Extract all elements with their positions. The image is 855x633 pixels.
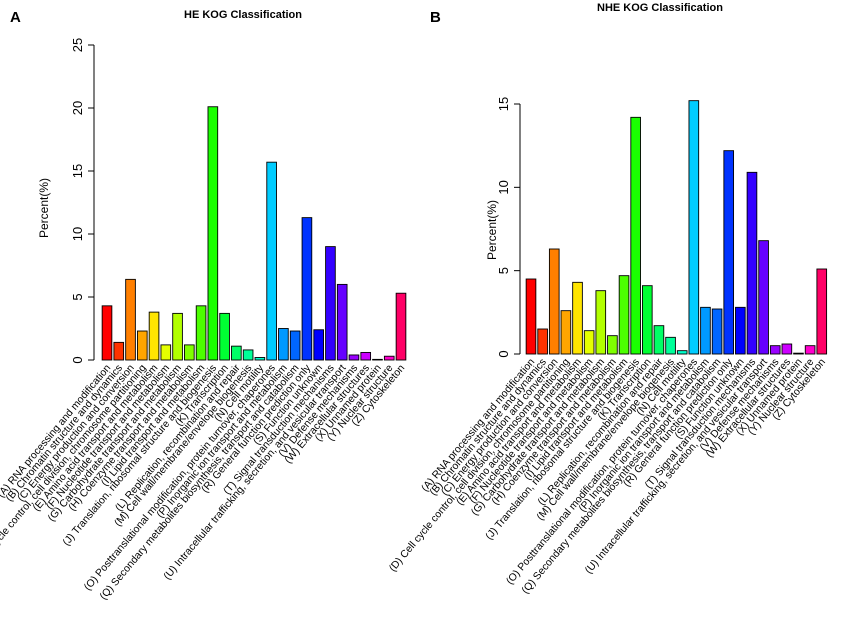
panel-a-bar [101,305,113,361]
panel-a-bar [125,278,136,361]
panel-a-bar [195,305,207,361]
panel-b-bars [525,100,828,355]
panel-a-bar [278,328,289,361]
panel-b-bar [653,325,665,355]
panel-a-bar [160,344,172,361]
panel-a-title: HE KOG Classification [184,9,302,21]
panel-a-y-tick-label: 0 [70,356,85,363]
panel-a-bar [136,330,148,361]
panel-b-bar [711,308,723,355]
panel-b-category-labels: (A) RNA processing and modification(B) C… [387,356,828,596]
panel-b-bar [688,100,700,355]
panel-b-bar [618,275,630,355]
panel-b-y-tick-label: 5 [496,267,511,274]
panel-a-bar [219,312,230,361]
panel-b-bar [560,310,572,355]
panel-b-bar [665,336,676,355]
panel-a-bar [172,312,183,361]
panel-a-bar [372,358,383,361]
panel-b-bar [758,240,769,355]
panel-b-bar [595,290,607,355]
panel-b-letter: B [430,9,441,26]
panel-b-bar [630,116,641,355]
panel-b-bar [548,248,560,355]
panel-b-bar [781,343,793,355]
panel-b-bar [572,281,583,355]
panel-b-bar [723,150,735,355]
panel-b-bar [793,352,804,355]
panel-b-bar [700,306,711,355]
panel-b-bar [676,350,688,355]
panel-a-bar [325,246,336,361]
panel-a-bar [383,355,395,361]
panel-a-y-axis: 0 5 10 15 20 25 [70,38,95,364]
panel-b-bar [525,278,537,355]
panel-a-bar [242,349,254,361]
panel-a-letter: A [10,9,21,26]
panel-a-bar [207,106,219,361]
panel-b-bar [735,306,746,355]
panel-a-y-axis-label: Percent(%) [37,178,51,238]
panel-a-y-tick-label: 20 [70,101,85,115]
panel-a-he-kog: A HE KOG Classification Percent(%) 0 5 10 1… [0,9,407,602]
panel-b-bar [769,345,781,355]
panel-b-y-tick-label: 15 [496,97,511,111]
panel-a-bar [231,345,242,361]
panel-b-bar [642,285,653,355]
panel-a-y-tick-label: 5 [70,293,85,300]
panel-a-y-tick-label: 10 [70,227,85,241]
panel-a-bar [266,161,277,361]
panel-a-bar [113,341,125,361]
panel-b-y-tick-label: 0 [496,350,511,357]
panel-b-y-axis: 0 5 10 15 [496,97,521,358]
panel-a-bar [395,292,407,361]
panel-a-bar [313,329,324,361]
panel-b-nhe-kog: B NHE KOG Classification Percent(%) 0 5 10… [387,2,828,596]
panel-a-bar [184,344,195,361]
panel-a-y-tick-label: 25 [70,38,85,52]
panel-a-bar [289,330,301,361]
panel-a-y-tick-label: 15 [70,164,85,178]
panel-a-bars [101,106,407,361]
panel-a-category-labels: (A) RNA processing and modification(B) C… [0,362,407,602]
panel-b-y-axis-label: Percent(%) [485,200,499,260]
panel-a-bar [336,283,348,361]
panel-b-bar [816,268,828,355]
panel-b-bar [804,345,816,355]
panel-b-bar [746,171,758,355]
panel-b-bar [583,330,595,355]
panel-b-bar [607,335,618,355]
panel-b-y-tick-label: 10 [496,180,511,194]
panel-a-bar [148,311,160,361]
panel-b-bar [537,328,548,355]
panel-b-title: NHE KOG Classification [597,2,723,14]
panel-a-bar [360,351,372,361]
panel-a-bar [254,357,266,361]
panel-a-bar [348,354,360,361]
panel-a-bar [301,217,313,361]
